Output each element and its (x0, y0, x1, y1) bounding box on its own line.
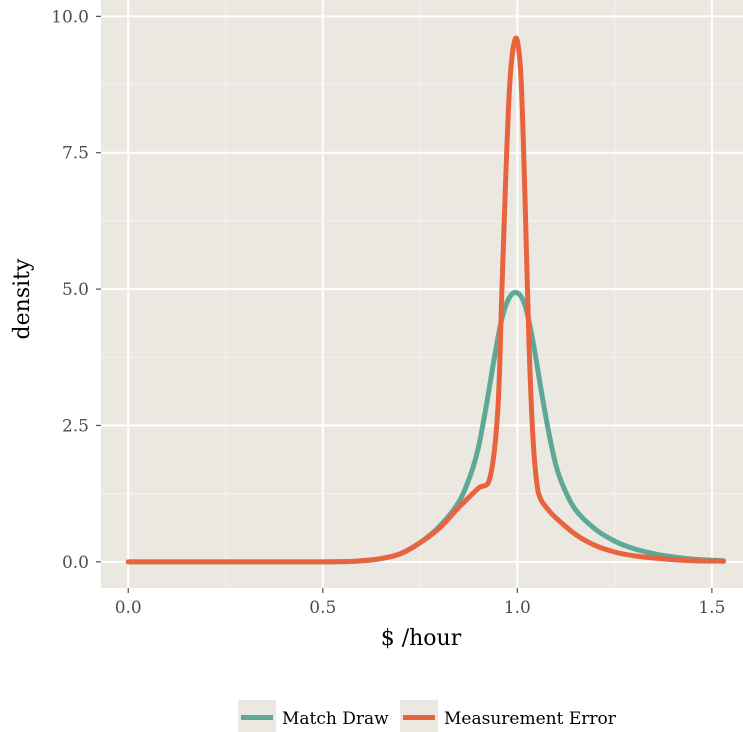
x-tick-label: 1.5 (698, 598, 725, 618)
x-tick-label: 1.0 (504, 598, 531, 618)
panel-background (101, 0, 743, 588)
x-tick-label: 0.0 (115, 598, 142, 618)
minor-gridlines (101, 0, 743, 588)
y-tick-label: 2.5 (62, 416, 89, 436)
y-tick-label: 0.0 (62, 553, 89, 573)
legend-label-match-draw: Match Draw (282, 709, 389, 729)
axis-ticks (96, 15, 713, 593)
y-tick-label: 5.0 (62, 280, 89, 300)
legend-label-measurement-error: Measurement Error (444, 709, 617, 729)
y-axis-title: density (10, 258, 35, 339)
series-lines (125, 35, 727, 565)
legend: Match Draw Measurement Error (238, 700, 617, 732)
tick-labels: 0.0 0.5 1.0 1.5 0.0 2.5 5.0 7.5 10.0 (51, 7, 725, 618)
series-line-measurement-error (125, 35, 727, 565)
x-tick-label: 0.5 (309, 598, 336, 618)
y-tick-label: 7.5 (62, 144, 89, 164)
x-axis-title: $ /hour (381, 626, 462, 651)
y-tick-label: 10.0 (51, 7, 89, 27)
